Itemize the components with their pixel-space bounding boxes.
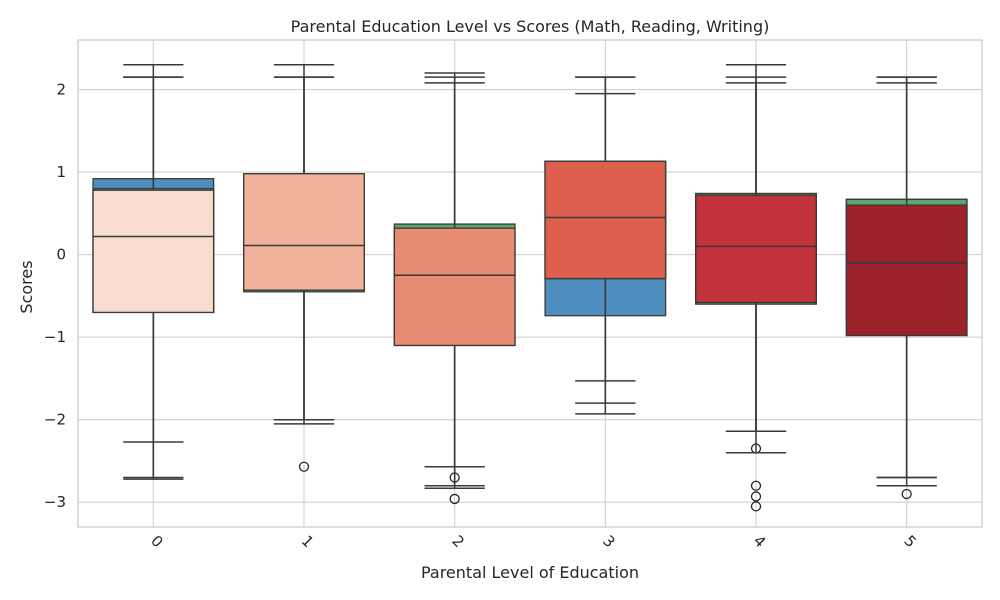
y-axis-label: Scores	[17, 260, 36, 313]
plot-frame	[77, 39, 983, 528]
box-group	[393, 76, 516, 505]
box-body	[92, 189, 215, 314]
x-tick-label: 0	[147, 532, 166, 551]
x-tick-label: 1	[298, 532, 317, 551]
y-tick-label: −1	[44, 328, 66, 346]
y-tick-label: 2	[56, 81, 66, 99]
x-tick-label: 3	[599, 532, 618, 551]
box-group	[845, 76, 968, 479]
series-1	[92, 76, 968, 500]
x-axis-label: Parental Level of Education	[421, 563, 639, 582]
y-tick-label: 0	[56, 246, 66, 264]
box-group	[92, 76, 215, 443]
box-series	[92, 64, 968, 512]
y-tick-label: 1	[56, 163, 66, 181]
y-tick-labels: −3 −2 −1 0 1 2	[44, 81, 66, 512]
series-0	[92, 64, 968, 512]
outlier-point	[901, 488, 912, 500]
x-tick-label: 4	[750, 532, 769, 551]
y-tick-label: −2	[44, 411, 66, 429]
outlier-point	[750, 491, 762, 502]
chart-title: Parental Education Level vs Scores (Math…	[291, 17, 770, 36]
x-tick-label: 2	[448, 532, 467, 551]
box-group	[544, 76, 667, 382]
series-2	[92, 76, 968, 505]
box-body	[544, 160, 667, 280]
outlier-point	[449, 493, 460, 505]
outlier-point	[298, 461, 310, 472]
x-tick-label: 5	[900, 532, 919, 551]
box-body	[243, 173, 365, 291]
box-group	[695, 76, 817, 433]
outlier-point	[750, 480, 762, 491]
box-group	[243, 76, 365, 472]
outlier-point	[750, 501, 762, 512]
outlier-point	[449, 472, 460, 483]
box-body	[845, 204, 968, 337]
box-body	[393, 227, 516, 347]
plot-border	[77, 39, 983, 528]
box-body	[695, 194, 817, 304]
y-tick-label: −3	[44, 493, 66, 511]
x-tick-labels: 0 1 2 3 4 5	[147, 532, 920, 551]
